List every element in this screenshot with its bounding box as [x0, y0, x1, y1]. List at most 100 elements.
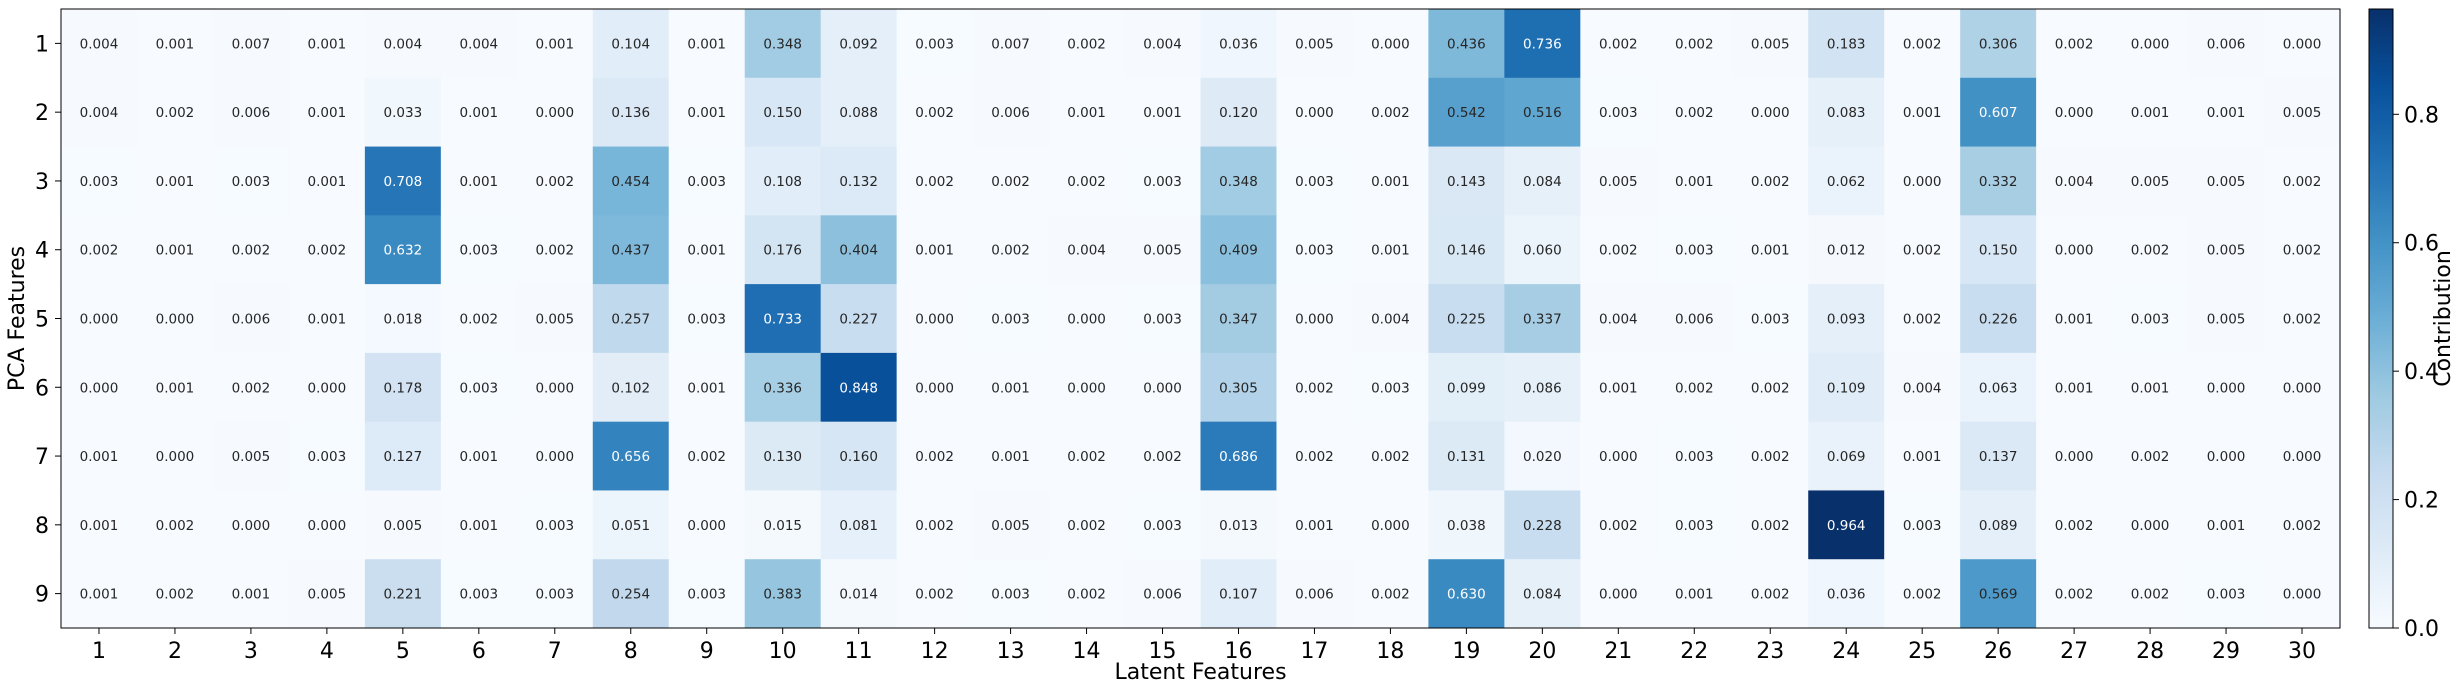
cell-value-label: 0.000: [156, 449, 195, 465]
heatmap-cell: [1960, 77, 2037, 148]
heatmap-cell: [1732, 215, 1809, 285]
cell-value-label: 0.000: [915, 312, 954, 328]
heatmap-cell: [1428, 215, 1505, 285]
cell-value-label: 0.102: [611, 380, 650, 396]
cell-value-label: 0.005: [1143, 243, 1182, 259]
cell-value-label: 0.003: [1903, 518, 1942, 534]
cell-value-label: 0.131: [1447, 449, 1486, 465]
y-tick-label: 9: [35, 583, 49, 608]
x-tick-label: 12: [921, 639, 949, 664]
cell-value-label: 0.084: [1523, 587, 1562, 603]
heatmap-cell: [896, 77, 974, 148]
y-tick-label: 6: [35, 376, 49, 401]
heatmap-cell: [2036, 9, 2113, 79]
cell-value-label: 0.007: [232, 36, 271, 52]
heatmap-cell: [288, 352, 366, 423]
heatmap-cell: [744, 352, 822, 423]
cell-value-label: 0.002: [991, 174, 1030, 190]
cell-value-label: 0.002: [232, 380, 271, 396]
heatmap-cell: [2036, 421, 2113, 491]
cell-value-label: 0.000: [2131, 36, 2170, 52]
heatmap-cell: [212, 490, 290, 560]
heatmap-cell: [1200, 559, 1277, 629]
colorbar-tick-label: 0.6: [2404, 232, 2439, 257]
heatmap-cell: [896, 146, 974, 216]
cell-value-label: 0.001: [459, 518, 498, 534]
heatmap-cell: [2188, 490, 2265, 560]
cell-value-label: 0.002: [915, 174, 954, 190]
heatmap-cell: [2112, 352, 2189, 423]
cell-value-label: 0.002: [2283, 174, 2322, 190]
heatmap-cell: [1656, 490, 1733, 560]
cell-value-label: 0.002: [1067, 449, 1106, 465]
cell-value-label: 0.001: [991, 380, 1030, 396]
cell-value-label: 0.257: [611, 312, 650, 328]
heatmap-cell: [668, 421, 746, 491]
cell-value-label: 0.000: [2055, 449, 2094, 465]
heatmap-cell: [440, 77, 518, 148]
heatmap-cell: [288, 559, 366, 629]
cell-value-label: 0.005: [384, 518, 423, 534]
cell-value-label: 0.002: [1751, 518, 1790, 534]
x-axis-label: Latent Features: [1114, 660, 1286, 685]
cell-value-label: 0.003: [1599, 105, 1638, 121]
heatmap-cell: [972, 352, 1050, 423]
cell-value-label: 0.001: [80, 449, 119, 465]
heatmap-cell: [288, 284, 366, 354]
heatmap-cell: [1276, 284, 1353, 354]
heatmap-cell: [212, 284, 290, 354]
heatmap-cell: [2188, 421, 2265, 491]
heatmap-cell: [2036, 490, 2113, 560]
cell-value-label: 0.006: [1143, 587, 1182, 603]
cell-value-label: 0.132: [839, 174, 878, 190]
cell-value-label: 0.003: [1143, 518, 1182, 534]
heatmap-cell: [212, 559, 290, 629]
cell-value-label: 0.001: [459, 449, 498, 465]
heatmap-cell: [1580, 146, 1657, 216]
cell-value-label: 0.001: [1903, 105, 1942, 121]
cell-value-label: 0.020: [1523, 449, 1562, 465]
x-tick-label: 24: [1832, 639, 1860, 664]
cell-value-label: 0.014: [839, 587, 878, 603]
heatmap-cell: [1048, 490, 1126, 560]
cell-value-label: 0.848: [839, 380, 878, 396]
heatmap-cell: [1504, 421, 1581, 491]
cell-value-label: 0.221: [384, 587, 423, 603]
cell-value-label: 0.001: [459, 105, 498, 121]
cell-value-label: 0.002: [991, 243, 1030, 259]
cell-value-label: 0.003: [1371, 380, 1410, 396]
cell-value-label: 0.001: [2055, 380, 2094, 396]
cell-value-label: 0.003: [687, 587, 726, 603]
x-tick-label: 1: [92, 639, 106, 664]
heatmap-cell: [61, 421, 138, 491]
heatmap-cell: [1200, 284, 1277, 354]
x-tick-label: 7: [548, 639, 562, 664]
heatmap-cell: [1960, 559, 2037, 629]
cell-value-label: 0.086: [1523, 380, 1562, 396]
heatmap-cell: [1732, 352, 1809, 423]
heatmap-cell: [1124, 352, 1201, 423]
heatmap-cell: [1884, 284, 1961, 354]
cell-value-label: 0.000: [1295, 312, 1334, 328]
heatmap-cell: [440, 146, 518, 216]
heatmap-cell: [1808, 559, 1885, 629]
cell-value-label: 0.004: [384, 36, 423, 52]
cell-value-label: 0.120: [1219, 105, 1258, 121]
cell-value-label: 0.127: [384, 449, 423, 465]
heatmap-cell: [440, 9, 518, 79]
heatmap-cell: [592, 284, 670, 354]
heatmap-cell: [1580, 490, 1657, 560]
cell-value-label: 0.001: [2055, 312, 2094, 328]
heatmap-cell: [2264, 421, 2341, 491]
cell-value-label: 0.130: [763, 449, 802, 465]
heatmap-cell: [2188, 77, 2265, 148]
cell-value-label: 0.000: [915, 380, 954, 396]
colorbar-tick-label: 0.8: [2404, 103, 2439, 128]
heatmap-cell: [1656, 284, 1733, 354]
heatmap-cell: [1276, 421, 1353, 491]
y-tick-label: 8: [35, 514, 49, 539]
heatmap-cell: [820, 77, 898, 148]
x-tick-label: 2: [168, 639, 182, 664]
cell-value-label: 0.003: [1675, 243, 1714, 259]
